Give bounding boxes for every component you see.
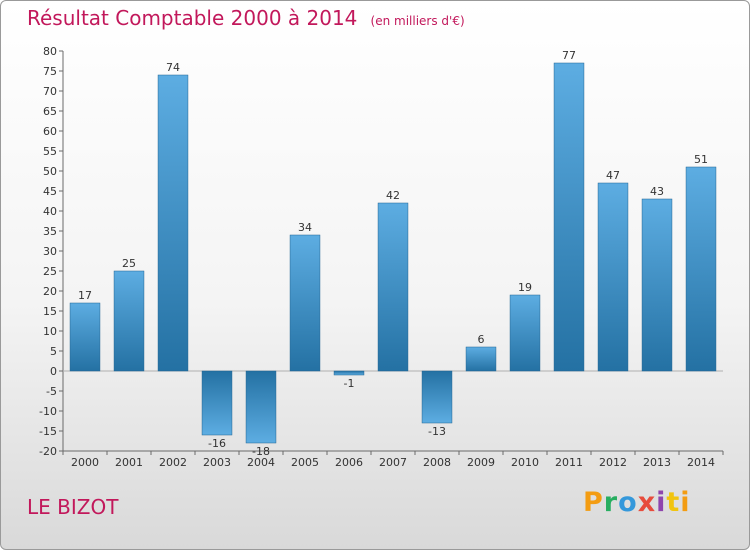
- y-tick-label: -15: [39, 425, 57, 438]
- value-label-2004: -18: [252, 445, 270, 458]
- value-label-2011: 77: [562, 49, 576, 62]
- x-tick-label-2006: 2006: [335, 456, 363, 469]
- bar-2006: [333, 370, 365, 376]
- value-label-2000: 17: [78, 289, 92, 302]
- x-tick-label-2013: 2013: [643, 456, 671, 469]
- bar-2007: [377, 202, 409, 372]
- value-label-2013: 43: [650, 185, 664, 198]
- x-tick-label-2011: 2011: [555, 456, 583, 469]
- bar-2013: [641, 198, 673, 372]
- value-label-2014: 51: [694, 153, 708, 166]
- x-tick-label-2002: 2002: [159, 456, 187, 469]
- value-label-2010: 19: [518, 281, 532, 294]
- value-label-2001: 25: [122, 257, 136, 270]
- bar-2001: [113, 270, 145, 372]
- y-tick-label: 30: [43, 245, 57, 258]
- bar-2004: [245, 370, 277, 444]
- y-tick-label: 45: [43, 185, 57, 198]
- bar-2002: [157, 74, 189, 372]
- y-tick-label: -20: [39, 445, 57, 458]
- x-tick-label-2009: 2009: [467, 456, 495, 469]
- bar-2008: [421, 370, 453, 424]
- bar-2003: [201, 370, 233, 436]
- y-tick-label: 50: [43, 165, 57, 178]
- y-tick-label: 75: [43, 65, 57, 78]
- value-label-2012: 47: [606, 169, 620, 182]
- y-tick-label: 70: [43, 85, 57, 98]
- bar-2014: [685, 166, 717, 372]
- x-tick-label-2004: 2004: [247, 456, 275, 469]
- value-label-2005: 34: [298, 221, 312, 234]
- bar-2010: [509, 294, 541, 372]
- value-label-2007: 42: [386, 189, 400, 202]
- y-tick-label: -5: [46, 385, 57, 398]
- y-tick-label: 35: [43, 225, 57, 238]
- bar-2000: [69, 302, 101, 372]
- y-tick-label: 55: [43, 145, 57, 158]
- y-tick-label: 20: [43, 285, 57, 298]
- chart-subtitle: (en milliers d'€): [370, 14, 465, 28]
- y-tick-label: 60: [43, 125, 57, 138]
- y-tick-label: 5: [50, 345, 57, 358]
- value-label-2003: -16: [208, 437, 226, 450]
- chart-title: Résultat Comptable 2000 à 2014 (en milli…: [27, 6, 465, 30]
- x-tick-label-2005: 2005: [291, 456, 319, 469]
- bar-2009: [465, 346, 497, 372]
- y-tick-label: 0: [50, 365, 57, 378]
- y-tick-label: 65: [43, 105, 57, 118]
- x-tick-label-2003: 2003: [203, 456, 231, 469]
- y-tick-label: 15: [43, 305, 57, 318]
- commune-name: LE BIZOT: [27, 495, 119, 519]
- proxiti-logo: Proxiti: [583, 487, 691, 518]
- x-tick-label-2012: 2012: [599, 456, 627, 469]
- x-tick-label-2007: 2007: [379, 456, 407, 469]
- value-label-2002: 74: [166, 61, 180, 74]
- x-tick-label-2014: 2014: [687, 456, 715, 469]
- x-tick-label-2000: 2000: [71, 456, 99, 469]
- y-tick-label: 10: [43, 325, 57, 338]
- value-label-2008: -13: [428, 425, 446, 438]
- y-tick-label: 25: [43, 265, 57, 278]
- chart-title-main: Résultat Comptable 2000 à 2014: [27, 6, 358, 30]
- x-tick-label-2008: 2008: [423, 456, 451, 469]
- y-tick-label: 80: [43, 45, 57, 58]
- bar-2011: [553, 62, 585, 372]
- y-tick-label: -10: [39, 405, 57, 418]
- x-tick-label-2010: 2010: [511, 456, 539, 469]
- bar-2005: [289, 234, 321, 372]
- value-label-2009: 6: [478, 333, 485, 346]
- x-tick-label-2001: 2001: [115, 456, 143, 469]
- bar-2012: [597, 182, 629, 372]
- value-label-2006: -1: [344, 377, 355, 390]
- y-tick-label: 40: [43, 205, 57, 218]
